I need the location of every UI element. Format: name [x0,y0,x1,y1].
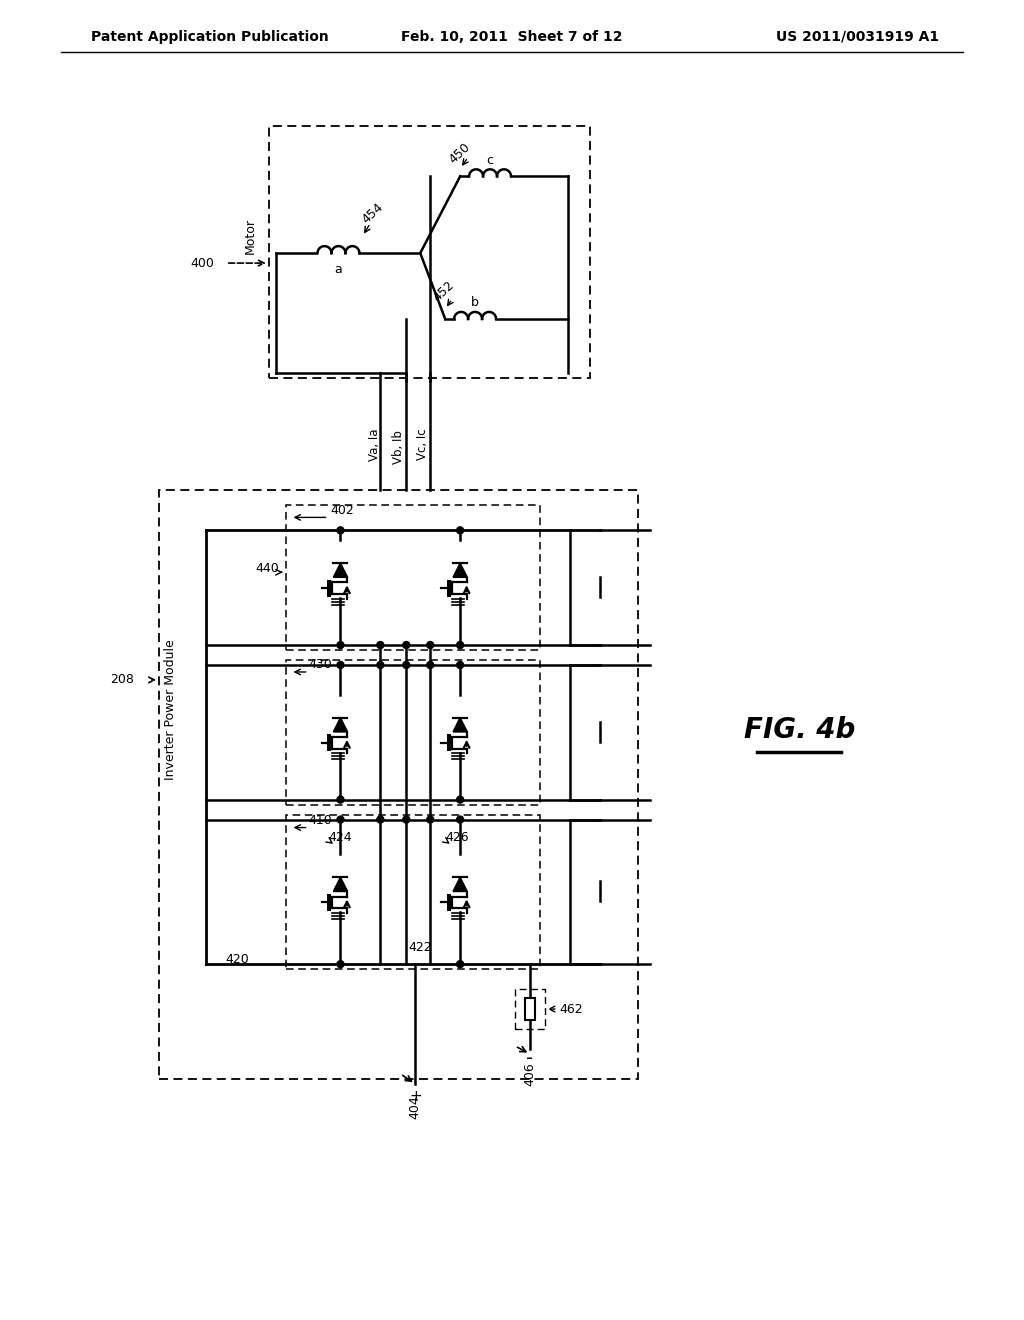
Polygon shape [334,564,347,577]
Text: -: - [526,1049,534,1068]
Text: 422: 422 [409,941,432,954]
Bar [268,127,590,378]
Circle shape [457,796,464,803]
Text: a: a [335,263,342,276]
Text: +: + [409,1089,422,1105]
Text: Motor: Motor [244,218,257,255]
Text: US 2011/0031919 A1: US 2011/0031919 A1 [776,29,939,44]
Text: Va, Ia: Va, Ia [368,428,381,461]
Text: 462: 462 [560,1003,584,1015]
Circle shape [337,642,344,648]
Circle shape [402,661,410,668]
Text: 426: 426 [445,832,469,843]
Circle shape [337,527,344,533]
Text: 410: 410 [308,814,333,828]
Circle shape [457,816,464,824]
Bar [159,491,638,1078]
Circle shape [457,661,464,668]
Text: Inverter Power Module: Inverter Power Module [165,639,177,780]
Circle shape [337,796,344,803]
Circle shape [427,642,434,648]
Text: Patent Application Publication: Patent Application Publication [91,29,329,44]
Circle shape [457,642,464,648]
Text: 406: 406 [523,1063,537,1086]
Bar [525,998,535,1020]
Circle shape [427,661,434,668]
Circle shape [337,661,344,668]
Text: 454: 454 [359,201,385,226]
Text: 400: 400 [189,256,214,269]
Text: Vb, Ib: Vb, Ib [392,429,404,463]
Polygon shape [454,718,467,731]
Polygon shape [454,564,467,577]
Bar [515,989,545,1030]
Text: 440: 440 [255,562,279,574]
Bar [286,506,540,649]
Text: 450: 450 [447,140,473,166]
Text: Feb. 10, 2011  Sheet 7 of 12: Feb. 10, 2011 Sheet 7 of 12 [401,29,623,44]
Circle shape [377,642,384,648]
Bar [286,814,540,969]
Bar [286,660,540,805]
Text: c: c [486,154,494,166]
Circle shape [337,816,344,824]
Polygon shape [454,878,467,891]
Polygon shape [334,718,347,731]
Circle shape [427,816,434,824]
Circle shape [377,661,384,668]
Circle shape [402,816,410,824]
Text: b: b [471,297,479,309]
Text: 208: 208 [111,673,134,686]
Circle shape [457,527,464,533]
Text: 420: 420 [225,953,250,966]
Text: 402: 402 [331,504,354,517]
Text: 430: 430 [308,659,333,672]
Text: Vc, Ic: Vc, Ic [416,429,429,461]
Circle shape [402,642,410,648]
Text: 424: 424 [329,832,352,843]
Text: 404: 404 [409,1094,422,1118]
Text: FIG. 4b: FIG. 4b [743,715,855,743]
Polygon shape [334,878,347,891]
Circle shape [377,816,384,824]
Text: 452: 452 [430,279,457,304]
Circle shape [457,961,464,968]
Circle shape [337,961,344,968]
